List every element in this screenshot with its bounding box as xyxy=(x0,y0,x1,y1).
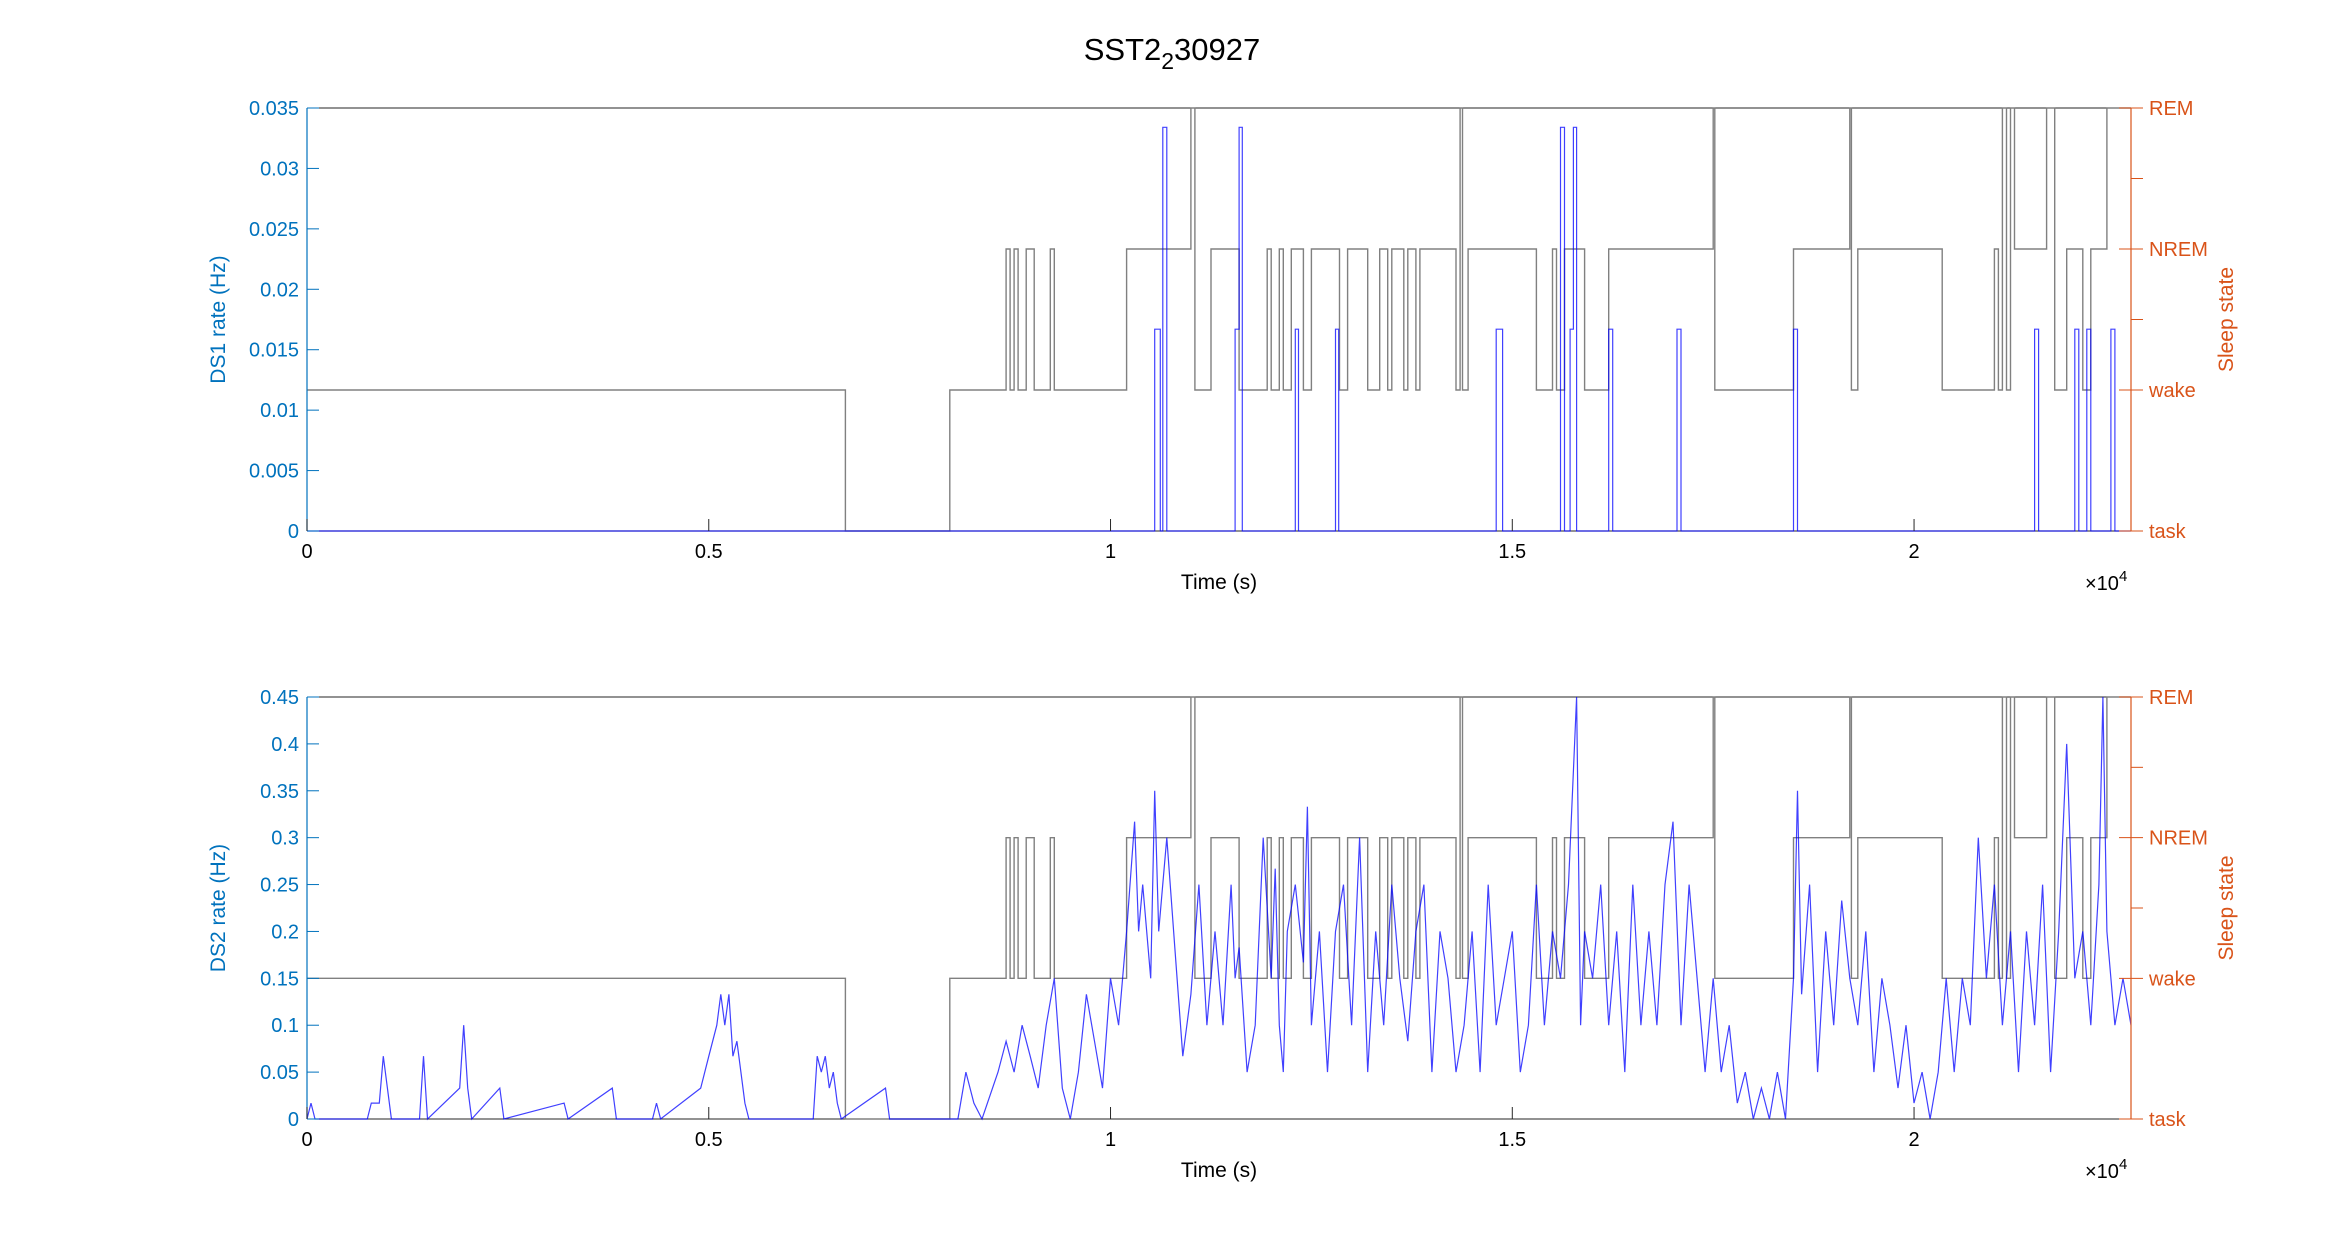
top-panel: 0 0.005 0.01 0.015 0.02 0.025 0.03 0.035 DS1 rat… xyxy=(207,98,2238,595)
figure-title: SST2230927 xyxy=(1084,32,1261,74)
x-tick-label: 1.5 xyxy=(1498,541,1526,563)
x-axis-label: Time (s) xyxy=(1181,571,1257,594)
left-axis-label: DS2 rate (Hz) xyxy=(207,844,230,972)
left-tick-label: 0.025 xyxy=(249,219,299,241)
x-tick-label: 0.5 xyxy=(695,1129,723,1151)
sleep-state-line xyxy=(307,107,2131,532)
left-tick-label: 0.3 xyxy=(271,828,299,850)
left-tick-label: 0.03 xyxy=(260,158,299,180)
x-exponent-base: ×10 xyxy=(2085,1161,2119,1183)
x-tick-label: 0.5 xyxy=(695,541,723,563)
left-tick-label: 0.2 xyxy=(271,921,299,943)
left-tick-label: 0.02 xyxy=(260,279,299,301)
x-axis-label: Time (s) xyxy=(1181,1159,1257,1182)
x-exponent-label: ×104 xyxy=(2085,568,2127,595)
right-tick-label: task xyxy=(2149,1109,2187,1131)
figure-title-main: SST2 xyxy=(1084,32,1162,67)
ds-rate-line xyxy=(307,126,2131,532)
left-tick-label: 0.25 xyxy=(260,875,299,897)
left-tick-label: 0.01 xyxy=(260,400,299,422)
x-tick-label: 1 xyxy=(1105,1129,1116,1151)
right-tick-label: task xyxy=(2149,521,2187,543)
x-exponent-base: ×10 xyxy=(2085,573,2119,595)
x-tick-label: 1.5 xyxy=(1498,1129,1526,1151)
left-tick-label: 0.05 xyxy=(260,1062,299,1084)
right-tick-label: wake xyxy=(2148,968,2196,990)
x-tick-label: 2 xyxy=(1908,541,1919,563)
left-tick-label: 0.4 xyxy=(271,734,299,756)
x-exponent-label: ×104 xyxy=(2085,1156,2127,1183)
left-tick-label: 0 xyxy=(288,1109,299,1131)
right-tick-label: NREM xyxy=(2149,828,2208,850)
left-tick-label: 0.15 xyxy=(260,968,299,990)
right-tick-label: REM xyxy=(2149,687,2193,709)
right-tick-label: REM xyxy=(2149,98,2193,120)
figure-title-rest: 30927 xyxy=(1174,32,1260,67)
x-exponent-power: 4 xyxy=(2119,1156,2127,1173)
x-tick-label: 0 xyxy=(301,1129,312,1151)
sleep-state-line xyxy=(307,696,2131,1120)
left-tick-label: 0.005 xyxy=(249,461,299,483)
left-tick-label: 0.45 xyxy=(260,687,299,709)
left-tick-label: 0.1 xyxy=(271,1015,299,1037)
figure-title-subscript: 2 xyxy=(1161,48,1174,74)
right-axis-label: Sleep state xyxy=(2215,267,2238,372)
ds-rate-line xyxy=(306,696,2132,1121)
left-tick-label: 0.35 xyxy=(260,781,299,803)
right-axis-label: Sleep state xyxy=(2215,855,2238,960)
left-tick-label: 0.015 xyxy=(249,340,299,362)
x-exponent-power: 4 xyxy=(2119,568,2127,585)
right-tick-label: wake xyxy=(2148,380,2196,402)
x-tick-label: 0 xyxy=(301,541,312,563)
right-tick-label: NREM xyxy=(2149,239,2208,261)
left-axis-label: DS1 rate (Hz) xyxy=(207,255,230,383)
left-tick-label: 0.035 xyxy=(249,98,299,120)
x-tick-label: 1 xyxy=(1105,541,1116,563)
left-tick-label: 0 xyxy=(288,521,299,543)
bottom-panel: 0 0.05 0.1 0.15 0.2 0.25 0.3 0.35 0.4 0.45 DS2 rat… xyxy=(207,687,2238,1183)
x-tick-label: 2 xyxy=(1908,1129,1919,1151)
